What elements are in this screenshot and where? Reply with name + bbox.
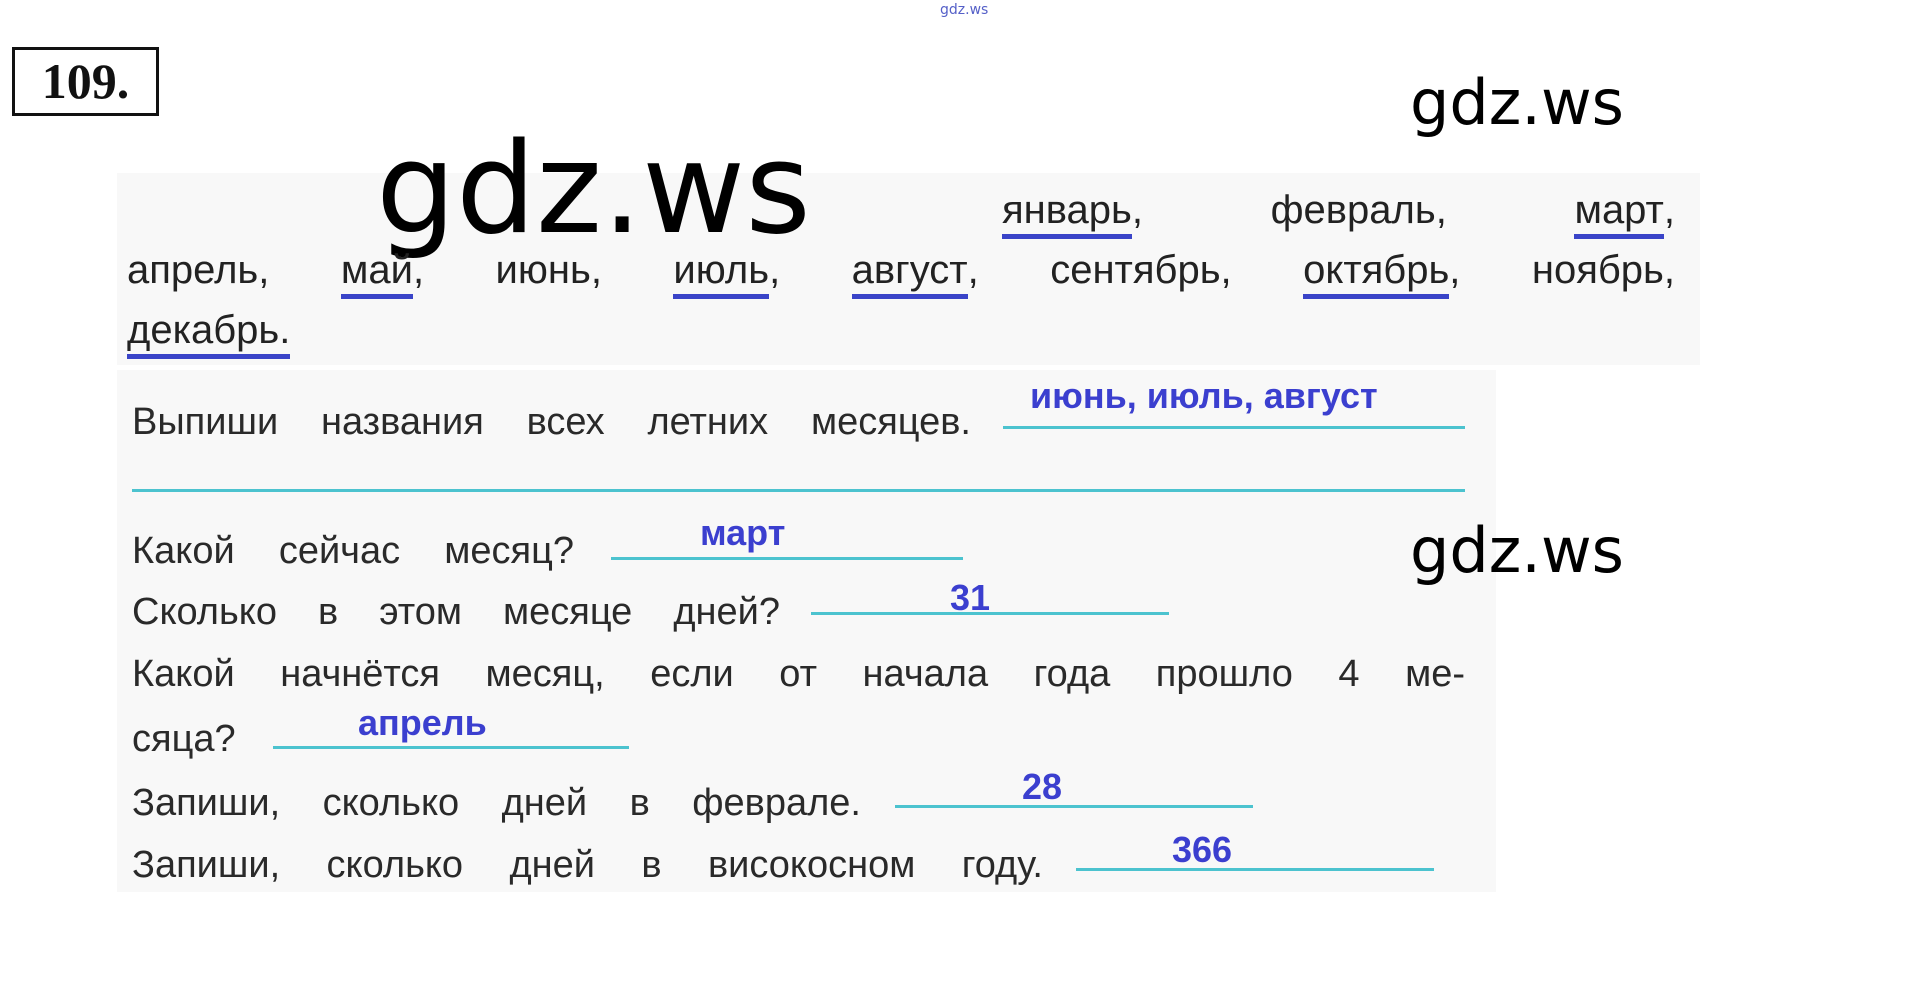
- question-february-days: Запиши, сколько дней в феврале.: [132, 782, 861, 824]
- month-punct: ,: [1663, 188, 1675, 232]
- month-punct: ,: [590, 248, 602, 292]
- month-word: июль: [673, 250, 770, 299]
- month-word: октябрь: [1303, 250, 1450, 299]
- answer-line: [273, 746, 629, 749]
- month-word: март: [1574, 190, 1664, 239]
- month-punct: ,: [1220, 248, 1232, 292]
- month-punct: ,: [1663, 248, 1676, 292]
- months-line-1: январь, февраль, март,: [1002, 190, 1675, 239]
- question-current-month: Какой сейчас месяц?: [132, 530, 574, 572]
- answer-current-month: март: [700, 512, 786, 553]
- watermark-top-right: gdz.ws: [1410, 66, 1624, 139]
- question-summer-months: Выпиши названия всех летних месяцев.: [132, 401, 971, 443]
- month-word: август: [851, 250, 968, 299]
- month-word: январь: [1002, 190, 1132, 239]
- answer-line-extra: [132, 489, 1465, 492]
- questions-panel: [117, 370, 1496, 892]
- answer-line: [1003, 426, 1465, 429]
- answer-february-days: 28: [1022, 766, 1063, 807]
- months-line-2: апрель, май, июнь, июль, август, сентябр…: [127, 250, 1675, 299]
- question-month-after-4: Какой начнётся месяц, если от начала год…: [132, 653, 1465, 695]
- answer-summer-months: июнь, июль, август: [1030, 375, 1378, 416]
- answer-line: [1076, 868, 1434, 871]
- month-word: июнь: [495, 248, 591, 292]
- months-panel: [117, 173, 1700, 365]
- exercise-number: 109.: [12, 47, 159, 116]
- month-word: ноябрь: [1531, 248, 1664, 292]
- answer-line: [811, 612, 1169, 615]
- month-punct: ,: [1449, 248, 1461, 292]
- month-punct: ,: [258, 248, 270, 292]
- month-word: сентябрь: [1050, 248, 1221, 292]
- month-punct: ,: [412, 248, 425, 292]
- question-leap-year-days: Запиши, сколько дней в високосном году.: [132, 844, 1043, 886]
- month-punct: ,: [769, 248, 781, 292]
- month-word: декабрь.: [127, 310, 291, 359]
- answer-line: [895, 805, 1253, 808]
- watermark-mid-right: gdz.ws: [1410, 514, 1624, 587]
- watermark-small: gdz.ws: [940, 2, 989, 18]
- answer-line: [611, 557, 963, 560]
- month-punct: ,: [1435, 188, 1447, 232]
- answer-month-after-4: апрель: [358, 702, 487, 743]
- month-word: май: [340, 250, 413, 299]
- months-line-3: декабрь.: [127, 310, 291, 359]
- month-punct: ,: [967, 248, 979, 292]
- watermark-big: gdz.ws: [376, 115, 811, 262]
- question-days-in-month: Сколько в этом месяце дней?: [132, 591, 780, 633]
- month-word: февраль: [1270, 188, 1436, 232]
- month-word: апрель: [127, 248, 259, 292]
- answer-days-in-month: 31: [950, 577, 991, 618]
- month-punct: ,: [1131, 188, 1144, 232]
- answer-leap-year-days: 366: [1172, 829, 1233, 870]
- question-month-after-4-cont: сяца?: [132, 718, 236, 760]
